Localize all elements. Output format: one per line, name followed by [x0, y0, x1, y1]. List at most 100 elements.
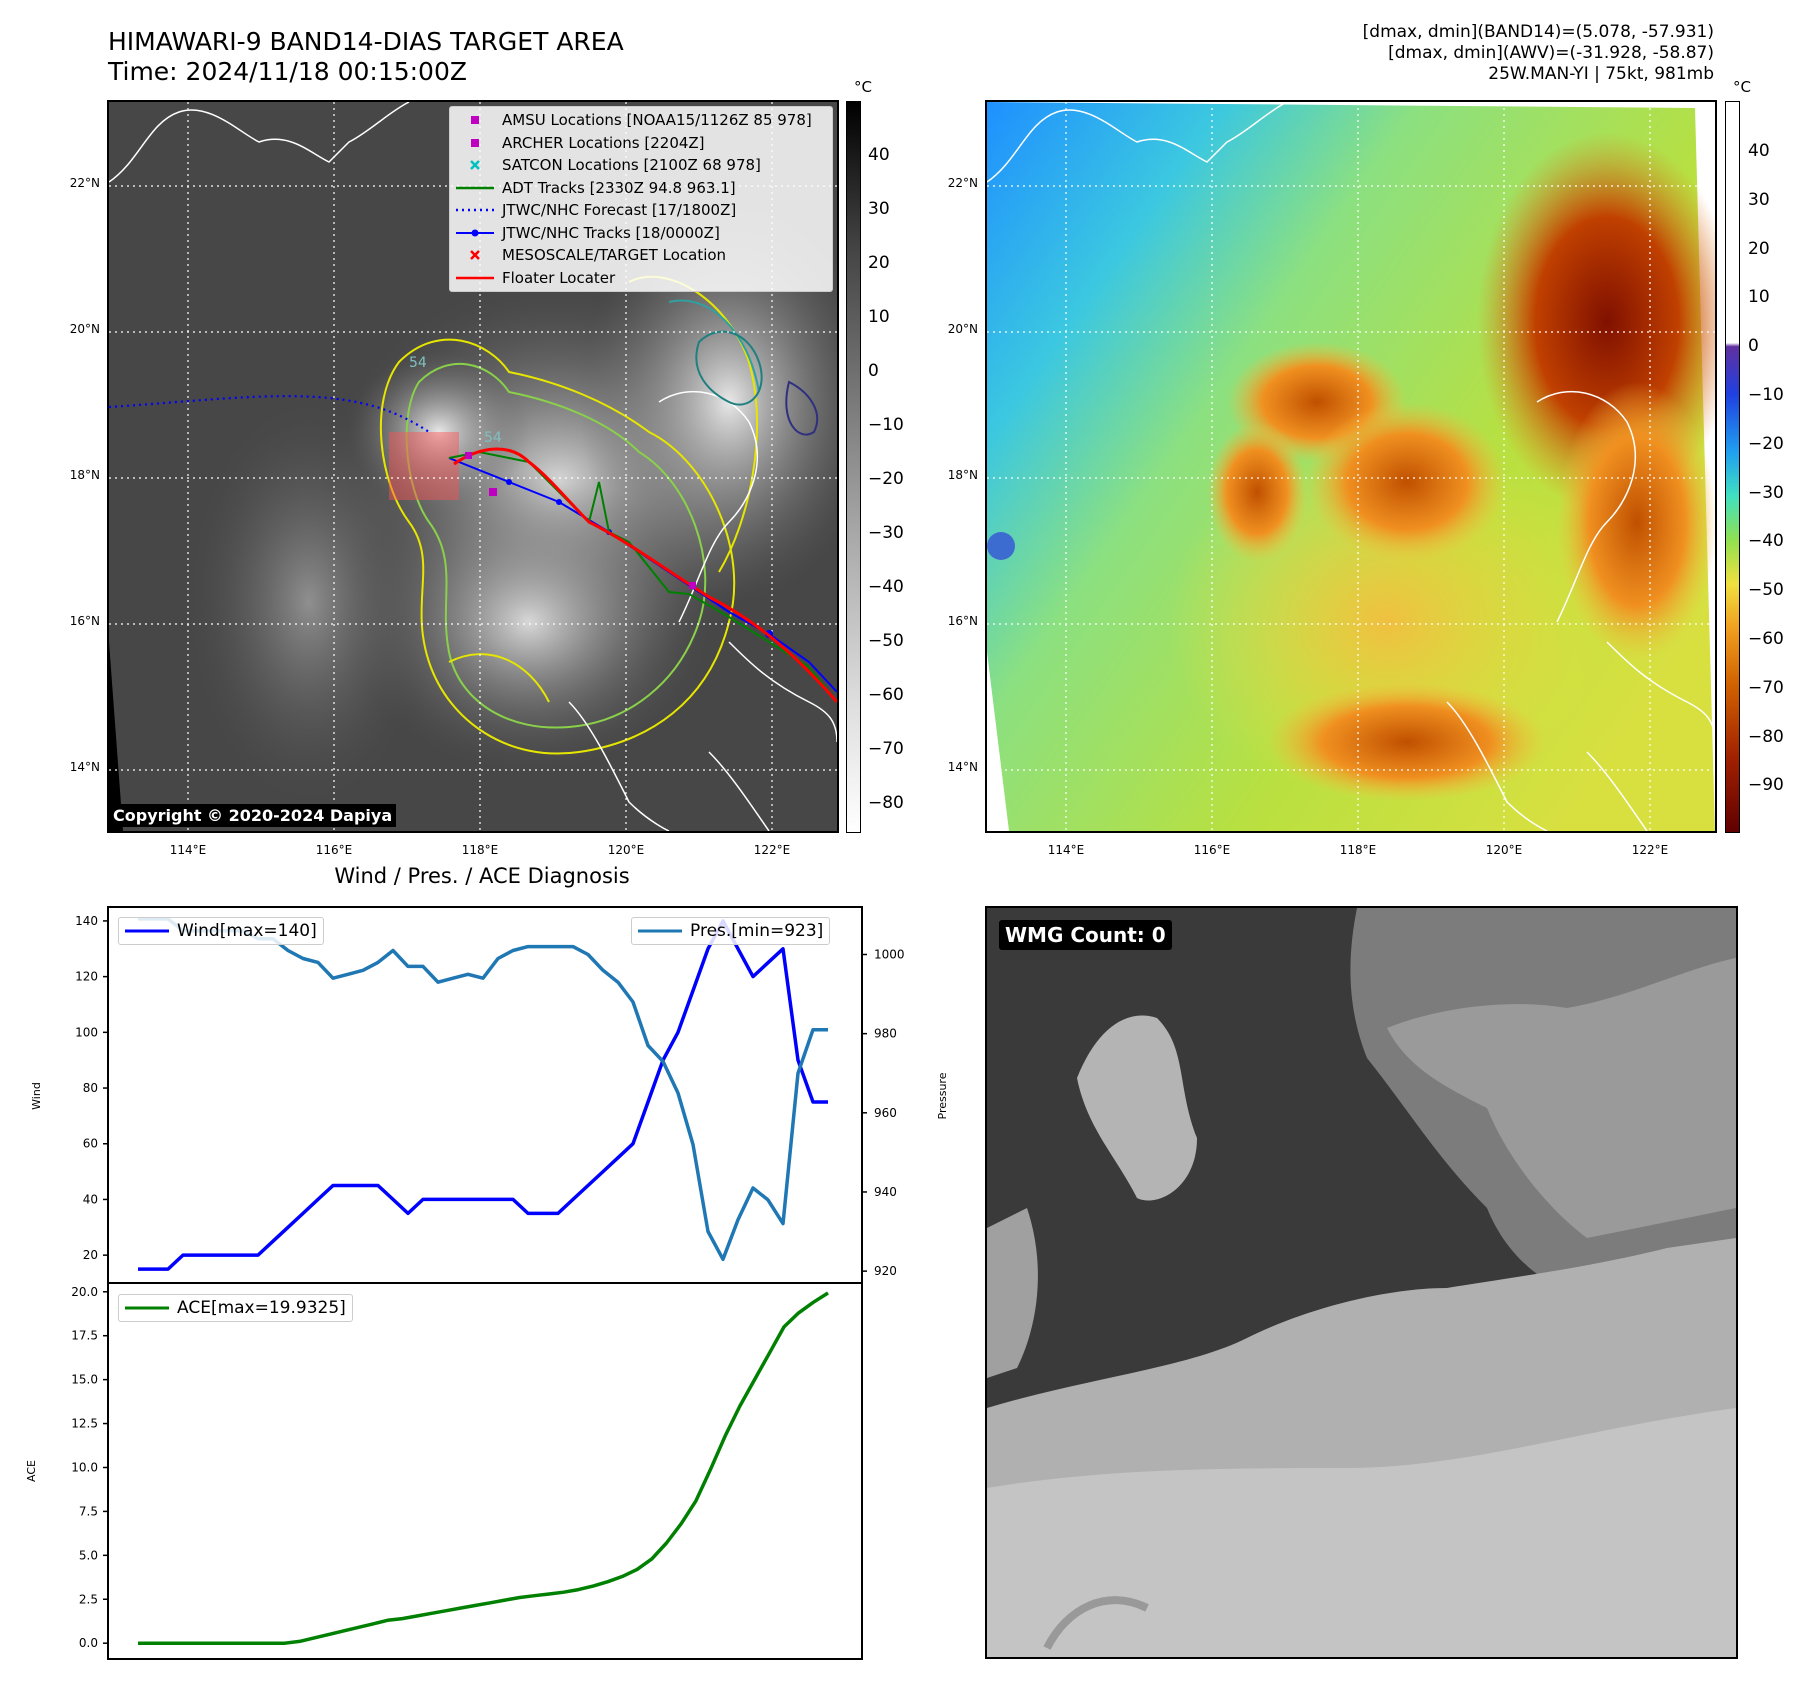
y-tick-label: 40	[83, 1192, 98, 1206]
legend-label: ADT Tracks [2330Z 94.8 963.1]	[502, 178, 736, 197]
colorbar-tick-label: −70	[868, 739, 904, 759]
y-right-tick-label: 920	[874, 1264, 897, 1278]
y-tick-label: 20.0	[71, 1285, 98, 1299]
dotted-line-icon	[456, 203, 494, 217]
legend-item-adt: ADT Tracks [2330Z 94.8 963.1]	[450, 177, 832, 200]
map-legend: AMSU Locations [NOAA15/1126Z 85 978] ARC…	[449, 106, 833, 292]
line-dot-icon	[456, 226, 494, 240]
lat-tick-label: 14°N	[69, 760, 100, 774]
lat-tick-label: 22°N	[947, 176, 978, 190]
legend-label: JTWC/NHC Tracks [18/0000Z]	[502, 223, 720, 242]
series-line-ace	[138, 1291, 829, 1645]
colorbar-tick-label: −80	[1748, 726, 1784, 747]
ace-legend-label: ACE[max=19.9325]	[177, 1298, 346, 1318]
y-tick-label: 0.0	[79, 1636, 98, 1650]
legend-item-amsu: AMSU Locations [NOAA15/1126Z 85 978]	[450, 109, 832, 132]
colorbar-tick-label: 20	[1748, 238, 1770, 259]
lat-tick-label: 20°N	[947, 322, 978, 336]
colorbar-tick-label: 10	[868, 307, 890, 327]
square-marker-icon	[456, 113, 494, 127]
lat-tick-label: 18°N	[69, 468, 100, 482]
colorbar-tick-label: −80	[868, 793, 904, 813]
y-tick-label: 15.0	[71, 1373, 98, 1387]
square-marker-icon	[456, 136, 494, 150]
ace-axis-label: ACE	[25, 1460, 38, 1482]
legend-label: SATCON Locations [2100Z 68 978]	[502, 156, 761, 175]
left-colorbar-unit: °C	[854, 78, 872, 96]
legend-label: ARCHER Locations [2204Z]	[502, 133, 705, 152]
legend-item-target: MESOSCALE/TARGET Location	[450, 244, 832, 267]
pressure-legend: Pres.[min=923]	[631, 917, 831, 945]
y-tick-label: 12.5	[71, 1417, 98, 1431]
lon-tick-label: 116°E	[1193, 843, 1231, 857]
ace-legend-line-icon	[125, 1306, 169, 1310]
colorbar-tick-label: −50	[868, 631, 904, 651]
pressure-legend-line-icon	[638, 929, 682, 933]
y-tick-label: 60	[83, 1137, 98, 1151]
line-marker-icon	[456, 271, 494, 285]
colorbar-tick-label: −60	[868, 685, 904, 705]
pressure-legend-label: Pres.[min=923]	[690, 921, 824, 941]
y-right-tick-label: 960	[874, 1106, 897, 1120]
x-marker-icon	[456, 158, 494, 172]
y-tick-label: 80	[83, 1081, 98, 1095]
wmg-image	[987, 908, 1736, 1657]
y-tick-label: 10.0	[71, 1460, 98, 1474]
right-colorbar-unit: °C	[1733, 78, 1751, 96]
lat-tick-label: 16°N	[69, 614, 100, 628]
x-marker-icon	[456, 248, 494, 262]
colorbar-tick-label: −70	[1748, 677, 1784, 698]
ace-legend: ACE[max=19.9325]	[118, 1294, 353, 1322]
wmg-count-label: WMG Count: 0	[999, 920, 1172, 950]
colorbar-tick-label: −10	[1748, 385, 1784, 405]
legend-item-archer: ARCHER Locations [2204Z]	[450, 132, 832, 155]
left-colorbar	[846, 101, 861, 833]
colorbar-tick-label: 40	[1748, 141, 1770, 161]
svg-text:54: 54	[484, 430, 502, 446]
wind-axis-label: Wind	[30, 1082, 43, 1110]
figure-title-line1: HIMAWARI-9 BAND14-DIAS TARGET AREA	[108, 27, 624, 56]
colorbar-tick-label: 0	[1748, 336, 1759, 357]
lat-tick-label: 20°N	[69, 322, 100, 336]
y-right-tick-label: 1000	[874, 947, 905, 961]
legend-item-forecast: JTWC/NHC Forecast [17/1800Z]	[450, 199, 832, 222]
awv-map-panel	[985, 100, 1717, 833]
lat-tick-label: 22°N	[69, 176, 100, 190]
info-awv-range: [dmax, dmin](AWV)=(-31.928, -58.87)	[1388, 43, 1714, 63]
lon-tick-label: 118°E	[1339, 843, 1377, 857]
y-right-tick-label: 940	[874, 1185, 897, 1199]
y-tick-label: 17.5	[71, 1329, 98, 1343]
wind-legend: Wind[max=140]	[118, 917, 324, 945]
right-colorbar	[1725, 101, 1740, 833]
y-right-tick-label: 980	[874, 1027, 897, 1041]
colorbar-tick-label: −50	[1748, 580, 1784, 601]
colorbar-tick-label: −20	[868, 469, 904, 489]
lon-tick-label: 114°E	[169, 843, 207, 857]
colorbar-tick-label: 10	[1748, 287, 1770, 308]
legend-item-jtwc-tracks: JTWC/NHC Tracks [18/0000Z]	[450, 222, 832, 245]
legend-item-satcon: SATCON Locations [2100Z 68 978]	[450, 154, 832, 177]
colorbar-tick-label: −90	[1748, 775, 1784, 796]
legend-label: JTWC/NHC Forecast [17/1800Z]	[502, 201, 737, 220]
legend-label: MESOSCALE/TARGET Location	[502, 246, 727, 265]
lon-tick-label: 114°E	[1047, 843, 1085, 857]
series-line-pressure	[138, 917, 828, 1262]
legend-label: AMSU Locations [NOAA15/1126Z 85 978]	[502, 111, 812, 130]
figure-title-line2: Time: 2024/11/18 00:15:00Z	[108, 57, 467, 86]
wmg-panel: WMG Count: 0	[985, 906, 1738, 1659]
y-tick-label: 2.5	[79, 1592, 98, 1606]
y-tick-label: 20	[83, 1248, 98, 1262]
lon-tick-label: 122°E	[753, 843, 791, 857]
colorbar-tick-label: 30	[1748, 189, 1770, 210]
colorbar-tick-label: −40	[1748, 531, 1784, 552]
lon-tick-label: 118°E	[461, 843, 499, 857]
line-marker-icon	[456, 181, 494, 195]
lon-tick-label: 116°E	[315, 843, 353, 857]
colorbar-tick-label: 20	[868, 253, 890, 273]
wind-legend-line-icon	[125, 929, 169, 933]
y-tick-label: 7.5	[79, 1504, 98, 1518]
diagnosis-chart-title: Wind / Pres. / ACE Diagnosis	[334, 864, 630, 888]
legend-item-floater: Floater Locater	[450, 267, 832, 290]
lat-tick-label: 14°N	[947, 760, 978, 774]
svg-text:54: 54	[409, 355, 427, 371]
